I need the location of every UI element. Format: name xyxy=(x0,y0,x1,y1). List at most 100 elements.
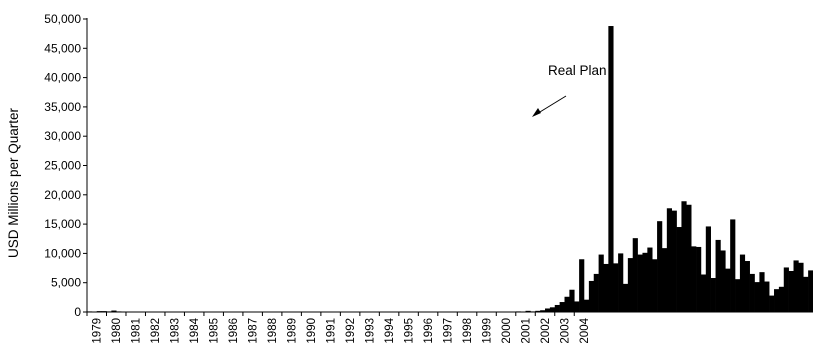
x-tick-label: 1990 xyxy=(306,318,318,344)
bar xyxy=(686,204,692,312)
axes xyxy=(86,18,813,313)
bar xyxy=(803,276,809,312)
bar xyxy=(798,262,804,312)
x-tick-label: 1997 xyxy=(443,318,455,344)
bar xyxy=(549,307,556,312)
y-tick-label: 35,000 xyxy=(44,100,81,114)
bar xyxy=(710,278,716,312)
bar xyxy=(705,226,711,312)
bar xyxy=(696,246,702,312)
y-axis-title: USD Millions per Quarter xyxy=(6,107,21,258)
x-tick-label: 1987 xyxy=(248,318,260,344)
bar xyxy=(637,254,643,312)
bar xyxy=(540,310,546,312)
x-tick-label: 1980 xyxy=(111,318,123,344)
y-tick-label: 30,000 xyxy=(44,129,81,143)
bar xyxy=(661,248,668,312)
bar xyxy=(632,238,638,312)
bar xyxy=(691,246,697,312)
bar xyxy=(564,296,570,312)
bar xyxy=(676,227,682,312)
bar xyxy=(730,219,736,312)
x-axis-ticks: 1979 1980 1981 1982 1983 1984 1985 1986 1987 1988… xyxy=(86,312,591,344)
y-tick-label: 0 xyxy=(74,305,81,319)
y-tick-label: 5,000 xyxy=(51,276,81,290)
x-tick-label: 1991 xyxy=(326,318,338,344)
x-tick-label: 1984 xyxy=(189,317,201,343)
bar xyxy=(598,254,604,312)
x-tick-label: 2002 xyxy=(540,318,552,344)
bar xyxy=(671,210,677,312)
bar xyxy=(593,273,599,312)
y-tick-label: 20,000 xyxy=(44,188,81,202)
bar xyxy=(720,250,726,312)
annotation-arrowhead xyxy=(532,108,541,117)
bar xyxy=(657,221,663,312)
y-tick-label: 15,000 xyxy=(44,217,81,231)
annotation: Real Plan xyxy=(532,63,607,117)
bar xyxy=(769,295,775,312)
bar xyxy=(808,270,813,312)
x-tick-label: 1992 xyxy=(345,318,357,344)
bar xyxy=(525,310,531,312)
x-tick-label: 2003 xyxy=(560,318,572,344)
bar xyxy=(613,263,619,312)
x-tick-label: 1983 xyxy=(170,318,182,344)
bar xyxy=(579,259,585,312)
y-axis-ticks: 0 5,000 10,000 15,000 20,000 25,000 30,000 35,0… xyxy=(44,12,87,319)
bar xyxy=(652,259,658,312)
x-tick-label: 1989 xyxy=(287,318,299,344)
bar xyxy=(647,247,653,312)
y-tick-label: 10,000 xyxy=(44,246,81,260)
y-tick-label: 50,000 xyxy=(44,12,81,26)
bar xyxy=(618,253,624,312)
x-tick-label: 2001 xyxy=(521,318,533,344)
y-tick-label: 40,000 xyxy=(44,71,81,85)
bar xyxy=(559,302,565,312)
x-tick-label: 1999 xyxy=(482,318,494,344)
bar xyxy=(739,254,746,312)
bar xyxy=(764,281,770,312)
x-tick-label: 1995 xyxy=(404,318,416,344)
bar xyxy=(574,301,580,312)
bar xyxy=(666,208,672,312)
bar xyxy=(545,308,551,312)
x-tick-label: 2000 xyxy=(501,318,513,344)
x-tick-label: 1986 xyxy=(228,318,240,344)
bar xyxy=(700,274,707,312)
bar xyxy=(744,261,750,312)
x-tick-label: 1981 xyxy=(131,318,143,344)
bar xyxy=(627,258,634,312)
bar xyxy=(715,239,721,312)
y-axis-title-group: USD Millions per Quarter xyxy=(6,107,21,258)
bar xyxy=(725,268,731,312)
bar xyxy=(569,289,575,312)
bar xyxy=(793,260,799,312)
x-tick-label: 2004 xyxy=(579,317,591,343)
bar xyxy=(735,279,741,312)
bar xyxy=(759,272,765,312)
bar xyxy=(774,289,780,312)
x-tick-label: 1996 xyxy=(423,318,435,344)
y-tick-label: 45,000 xyxy=(44,41,81,55)
x-tick-label: 1979 xyxy=(92,318,104,344)
bar xyxy=(583,299,590,312)
x-tick-label: 1993 xyxy=(365,318,377,344)
bar xyxy=(642,252,648,312)
x-tick-label: 1994 xyxy=(384,317,396,343)
bar xyxy=(111,310,117,312)
x-tick-label: 1985 xyxy=(209,318,221,344)
x-tick-label: 1982 xyxy=(150,318,162,344)
bars xyxy=(87,26,813,313)
annotation-real-plan: Real Plan xyxy=(548,63,607,78)
y-tick-label: 25,000 xyxy=(44,159,81,173)
bar xyxy=(603,263,609,312)
bar xyxy=(778,286,785,312)
bar xyxy=(681,201,687,312)
bar xyxy=(783,267,789,312)
bar xyxy=(754,282,760,312)
x-tick-label: 1998 xyxy=(462,318,474,344)
bar xyxy=(788,270,794,312)
bar xyxy=(535,310,541,312)
